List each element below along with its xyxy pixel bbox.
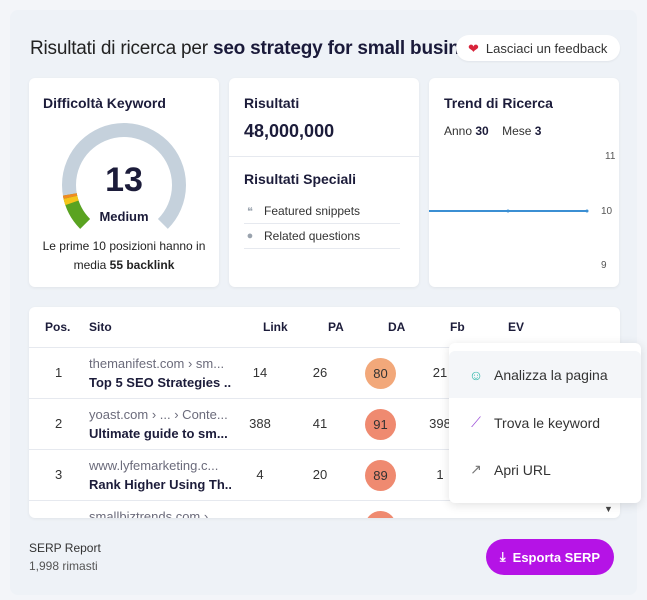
trend-point: [585, 209, 589, 213]
column-link[interactable]: Link: [263, 320, 288, 334]
scroll-down-icon[interactable]: ▼: [604, 504, 613, 514]
column-pa[interactable]: PA: [328, 320, 344, 334]
row-fb: 21: [432, 365, 448, 380]
row-context-menu: ☺ Analizza la pagina ⟋ Trova le keyword …: [449, 343, 641, 503]
row-title[interactable]: Ultimate guide to sm...: [89, 426, 228, 441]
quote-icon: ❝: [247, 205, 253, 218]
menu-item-find-keywords[interactable]: ⟋ Trova le keyword: [449, 399, 641, 446]
table-row[interactable]: 3 www.lyfemarketing.c... Rank Higher Usi…: [29, 450, 620, 501]
feature-related-questions: ● Related questions: [244, 224, 400, 249]
menu-item-open-url[interactable]: ↗ Apri URL: [449, 446, 641, 493]
download-icon: ⤓: [499, 549, 506, 564]
row-da-badge: 89: [365, 460, 396, 491]
difficulty-level: Medium: [99, 209, 149, 224]
gauge-track: [62, 123, 186, 229]
divider: [229, 156, 419, 157]
gauge-mid-segment: [63, 195, 79, 206]
menu-item-label: Apri URL: [494, 461, 551, 478]
row-links: 388: [249, 416, 271, 431]
page-title: Risultati di ricerca per seo strategy fo…: [30, 38, 475, 60]
serp-remaining: 1,998 rimasti: [29, 559, 98, 573]
row-title[interactable]: Top 5 SEO Strategies ...: [89, 375, 231, 390]
y-tick-11: 11: [605, 151, 616, 162]
row-url[interactable]: smallbiztrends.com ›: [89, 509, 209, 518]
question-icon: ●: [246, 230, 254, 242]
table-row[interactable]: smallbiztrends.com ›: [29, 501, 620, 518]
year-label: Anno: [444, 124, 473, 138]
export-label: Esporta SERP: [512, 549, 601, 565]
special-results-title: Risultati Speciali: [244, 171, 357, 187]
feature-featured-snippets: ❝ Featured snippets: [244, 199, 400, 224]
table-row[interactable]: 2 yoast.com › ... › Conte... Ultimate gu…: [29, 399, 620, 450]
row-links: 4: [256, 467, 264, 482]
gauge-accent-segment: [62, 193, 78, 199]
row-pa: 41: [312, 416, 328, 431]
row-position: 1: [55, 365, 63, 380]
header-divider: [29, 347, 620, 348]
row-url[interactable]: www.lyfemarketing.c...: [89, 458, 219, 473]
difficulty-desc-text: Le prime 10 posizioni hanno in media: [42, 239, 206, 272]
menu-item-analyze-page[interactable]: ☺ Analizza la pagina: [449, 351, 641, 398]
row-position: 3: [55, 467, 63, 482]
table-row[interactable]: 1 themanifest.com › sm... Top 5 SEO Stra…: [29, 348, 620, 399]
row-position: 2: [55, 416, 63, 431]
y-tick-10: 10: [601, 206, 613, 217]
difficulty-backlinks: 55 backlink: [109, 258, 175, 272]
year-value: 30: [475, 124, 489, 138]
row-links: 14: [252, 365, 268, 380]
results-count: 48,000,000: [244, 121, 335, 141]
export-serp-button[interactable]: ⤓ Esporta SERP: [486, 539, 614, 575]
keyword-difficulty-title: Difficoltà Keyword: [43, 95, 166, 111]
column-site: Sito: [89, 320, 112, 334]
feature-label: Featured snippets: [264, 204, 361, 218]
difficulty-value: 13: [105, 161, 143, 199]
month-label: Mese: [502, 124, 532, 138]
y-tick-9: 9: [601, 260, 607, 271]
row-url[interactable]: yoast.com › ... › Conte...: [89, 407, 228, 422]
column-da[interactable]: DA: [388, 320, 406, 334]
trend-point: [506, 209, 510, 213]
row-fb: 1: [436, 467, 444, 482]
title-prefix: Risultati di ricerca per: [30, 38, 213, 59]
feedback-button[interactable]: ❤ Lasciaci un feedback: [456, 35, 620, 61]
results-title: Risultati: [244, 95, 300, 111]
row-fb: 398: [429, 416, 451, 431]
heart-icon: ❤: [468, 40, 479, 56]
row-da-badge: [365, 511, 396, 518]
row-title[interactable]: Rank Higher Using Th...: [89, 477, 231, 492]
column-pos: Pos.: [45, 320, 71, 334]
row-url[interactable]: themanifest.com › sm...: [89, 356, 225, 371]
keywords-icon: ⟋: [471, 414, 481, 430]
feature-label: Related questions: [264, 229, 361, 243]
column-ev[interactable]: EV: [508, 320, 525, 334]
search-trend-card: Trend di Ricerca Anno 30 Mese 3 11 10 9: [429, 78, 619, 287]
serp-report-title: SERP Report: [29, 541, 101, 555]
column-fb[interactable]: Fb: [450, 320, 465, 334]
difficulty-gauge: [62, 123, 186, 229]
results-card: Risultati 48,000,000 Risultati Speciali …: [229, 78, 419, 287]
menu-item-label: Trova le keyword: [494, 414, 601, 431]
analyze-icon: ☺: [468, 366, 484, 383]
feedback-label: Lasciaci un feedback: [485, 40, 608, 56]
difficulty-description: Le prime 10 posizioni hanno in media 55 …: [37, 237, 211, 275]
menu-item-label: Analizza la pagina: [494, 366, 608, 383]
row-pa: 20: [312, 467, 328, 482]
trend-chart: 11 10 9: [429, 151, 616, 271]
row-pa: 26: [312, 365, 328, 380]
row-da-badge: 91: [365, 409, 396, 440]
keyword-difficulty-card: Difficoltà Keyword 13 Medium Le prime 10…: [29, 78, 219, 287]
row-da-badge: 80: [365, 358, 396, 389]
month-value: 3: [534, 124, 542, 138]
external-link-icon: ↗: [470, 461, 482, 477]
search-query: seo strategy for small busin...: [212, 38, 475, 59]
trend-title: Trend di Ricerca: [444, 95, 553, 111]
trend-meta: Anno 30 Mese 3: [444, 124, 541, 138]
